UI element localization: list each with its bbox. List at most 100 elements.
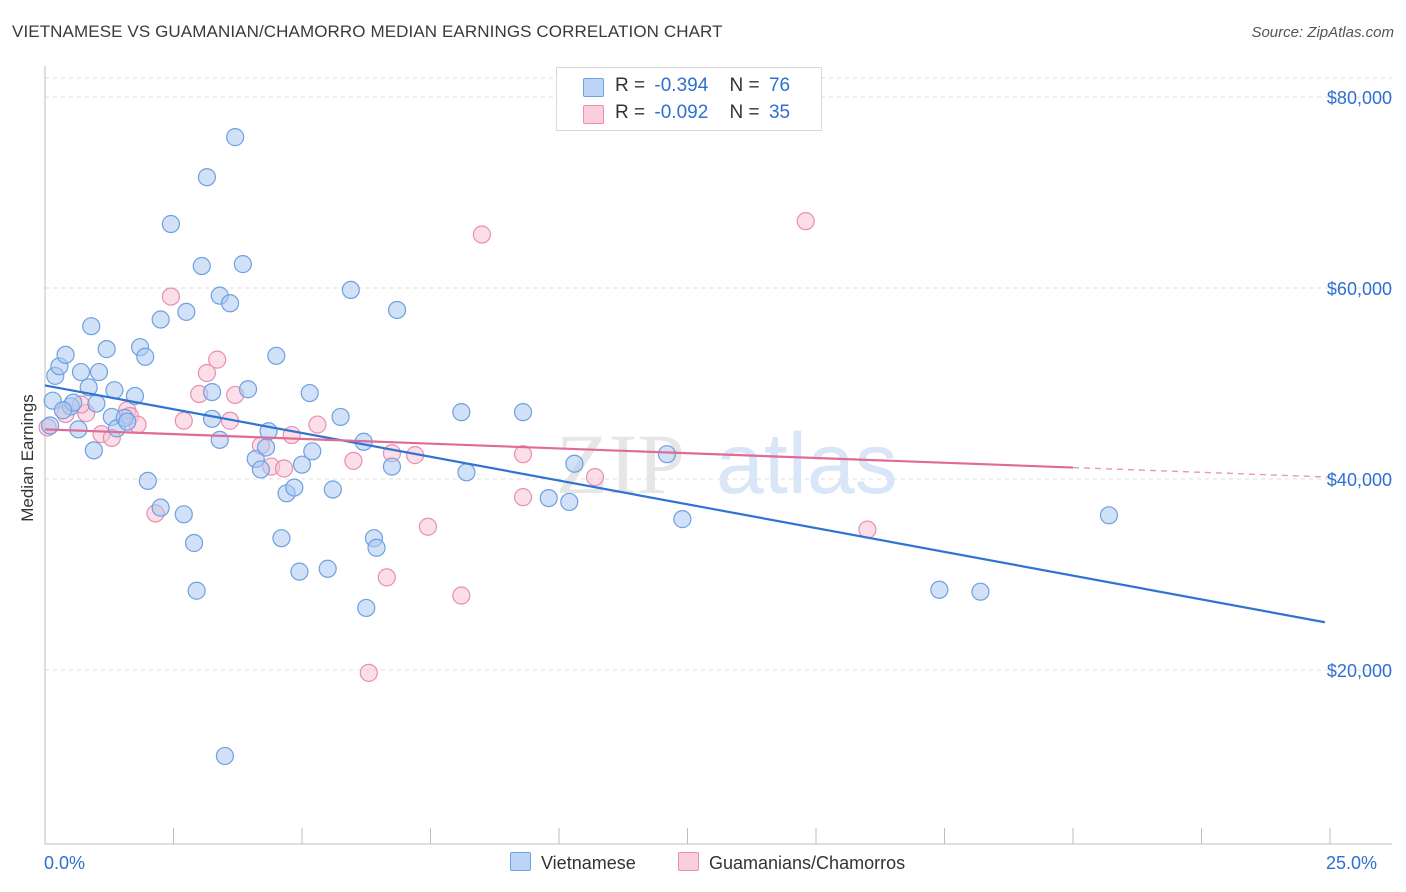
vietnamese-point [210, 430, 229, 449]
bottom-legend-guamanian: Guamanians/Chamorros [678, 852, 905, 874]
vietnamese-point [657, 445, 677, 464]
vietnamese-point [971, 582, 990, 601]
guamanian-point [452, 586, 471, 605]
vietnamese-point [79, 378, 98, 397]
guamanian-point [208, 350, 227, 369]
vietnamese-point [318, 559, 337, 578]
series-vietnamese-points [41, 128, 1119, 766]
legend-r-value: -0.092 [654, 102, 709, 123]
legend-r-value: -0.394 [654, 75, 709, 96]
y-tick-label: $60,000 [1327, 279, 1392, 299]
source-label: Source: ZipAtlas.com [1251, 24, 1394, 41]
vietnamese-point [457, 463, 476, 482]
vietnamese-point [238, 380, 258, 399]
vietnamese-point [202, 409, 222, 428]
vietnamese-point [87, 394, 106, 413]
guamanian-point [418, 517, 438, 536]
vietnamese-point [251, 460, 270, 479]
guamanian-point [513, 445, 533, 464]
y-tick-label: $40,000 [1327, 470, 1392, 490]
vietnamese-point [41, 416, 60, 435]
vietnamese-point [202, 382, 222, 402]
vietnamese-point [387, 300, 407, 320]
y-axis-label: Median Earnings [18, 394, 37, 522]
vietnamese-point [267, 346, 286, 365]
vietnamese-point [256, 438, 276, 457]
vietnamese-point [272, 529, 291, 548]
y-tick-label: $80,000 [1327, 88, 1392, 108]
vietnamese-point [71, 362, 91, 382]
vietnamese-point [138, 471, 157, 491]
bottom-legend-swatch-pink [678, 852, 699, 871]
x-tick-label-max: 25.0% [1326, 853, 1378, 873]
guamanian-point [472, 225, 491, 244]
vietnamese-point [197, 168, 217, 187]
vietnamese-point [452, 403, 471, 422]
legend-swatch-pink [583, 105, 604, 124]
vietnamese-point [323, 480, 342, 499]
guamanian-point [174, 411, 193, 430]
vietnamese-point [136, 347, 155, 366]
chart-title: VIETNAMESE VS GUAMANIAN/CHAMORRO MEDIAN … [12, 22, 723, 41]
grid [45, 77, 1392, 671]
vietnamese-point [303, 442, 322, 461]
vietnamese-point [56, 345, 75, 364]
vietnamese-point [192, 256, 211, 276]
bottom-legend-vietnamese: Vietnamese [510, 852, 636, 874]
bottom-legend-label: Guamanians/Chamorros [709, 853, 906, 873]
legend-n-label: N = [729, 102, 760, 123]
legend-swatch-blue [583, 78, 604, 97]
watermark-atlas: atlas [716, 416, 898, 512]
vietnamese-point [233, 255, 252, 274]
bottom-legend-label: Vietnamese [541, 853, 636, 873]
vietnamese-point [118, 412, 137, 431]
vietnamese-point [560, 492, 579, 512]
vietnamese-point [151, 310, 170, 329]
bottom-legend-swatch-blue [510, 852, 531, 871]
vietnamese-point [161, 214, 181, 234]
vietnamese-point [290, 562, 309, 581]
vietnamese-point [513, 403, 533, 422]
legend-n-value: 35 [768, 102, 791, 123]
vietnamese-point [89, 362, 109, 382]
vietnamese-point [300, 383, 319, 403]
guamanian-point [796, 212, 815, 231]
vietnamese-point [539, 489, 558, 508]
vietnamese-point [367, 538, 386, 557]
legend-r-label: R = [615, 75, 646, 96]
vietnamese-point [382, 457, 402, 476]
vietnamese-point [673, 510, 692, 529]
guamanian-trend-line [44, 428, 1074, 469]
vietnamese-point [226, 128, 245, 147]
guamanian-trend-extension [1072, 466, 1331, 478]
guamanian-point [274, 459, 294, 478]
guamanian-point [585, 467, 605, 487]
vietnamese-point [174, 505, 193, 524]
watermark: ZIP atlas [556, 416, 898, 512]
correlation-legend: R = -0.394 N = 76 R = -0.092 N = 35 [556, 67, 822, 131]
vietnamese-point [187, 581, 206, 600]
y-tick-label: $20,000 [1327, 661, 1392, 681]
vietnamese-point [565, 454, 584, 473]
trend-lines [44, 384, 1331, 624]
vietnamese-point [341, 280, 360, 300]
vietnamese-trend-line [44, 384, 1326, 624]
legend-n-label: N = [729, 75, 760, 96]
vietnamese-point [84, 441, 103, 460]
vietnamese-point [220, 294, 240, 313]
legend-r-label: R = [615, 102, 646, 123]
vietnamese-point [184, 533, 204, 553]
vietnamese-point [1099, 506, 1119, 525]
vietnamese-point [357, 598, 376, 618]
y-tick-labels: $20,000 $40,000 $60,000 $80,000 [1327, 88, 1392, 681]
vietnamese-point [177, 302, 196, 321]
guamanian-point [161, 287, 181, 306]
vietnamese-point [53, 401, 73, 420]
vietnamese-point [292, 455, 312, 474]
vietnamese-point [331, 407, 350, 427]
vietnamese-point [930, 580, 949, 599]
guamanian-point [197, 363, 217, 383]
legend-n-value: 76 [768, 75, 791, 96]
vietnamese-point [82, 317, 101, 336]
